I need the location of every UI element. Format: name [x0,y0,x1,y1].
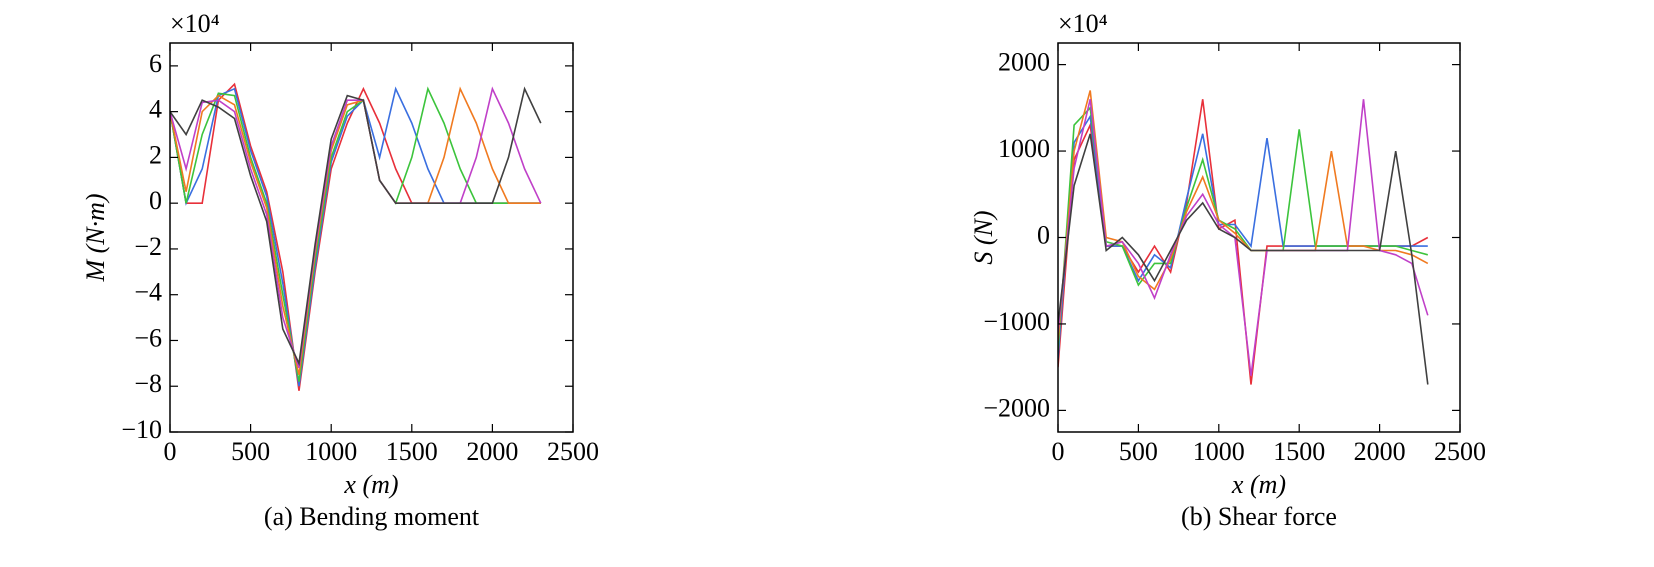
x-tick-label: 2500 [547,437,599,466]
x-tick-label: 2000 [466,437,518,466]
x-tick-label: 0 [164,437,177,466]
data-line [170,86,541,387]
x-tick-label: 0 [1052,437,1065,466]
x-axis-label: x (m) [1231,470,1286,499]
y-multiplier: ×10⁴ [1058,9,1108,38]
y-tick-label: −2 [134,232,162,261]
chart-caption: (a) Bending moment [264,502,480,531]
plot [1058,90,1429,385]
x-tick-label: 2000 [1354,437,1406,466]
x-tick-label: 2500 [1434,437,1486,466]
y-tick-label: 6 [149,49,162,78]
y-multiplier: ×10⁴ [170,9,220,38]
x-tick-label: 1000 [305,437,357,466]
y-tick-label: 1000 [998,134,1050,163]
y-tick-label: −6 [134,323,162,352]
y-tick-label: −8 [134,369,162,398]
plot-frame [169,42,574,433]
data-line [1058,114,1428,359]
x-tick-label: 500 [1119,437,1158,466]
y-tick-label: 4 [149,95,162,124]
x-tick-label: 1500 [386,437,438,466]
y-axis-label: M (N·m) [81,193,110,282]
x-axis-label: x (m) [343,470,398,499]
x-tick-label: 1500 [1273,437,1325,466]
data-line [1058,99,1429,376]
y-tick-label: 0 [149,186,162,215]
data-line [1058,105,1429,350]
data-line [170,86,541,375]
chart-caption: (b) Shear force [1181,502,1337,531]
data-line [170,86,541,382]
data-line [170,86,542,369]
data-line [170,82,541,391]
x-tick-label: 1000 [1193,437,1245,466]
data-line [1058,90,1429,342]
y-tick-label: 0 [1037,220,1050,249]
y-tick-label: −10 [121,415,162,444]
y-tick-label: −2000 [983,393,1050,422]
plot-frame [1057,42,1461,433]
y-axis-label: S (N) [969,210,998,264]
plot [170,82,542,391]
data-line [1058,133,1429,385]
y-tick-label: 2 [149,140,162,169]
data-line [170,86,542,367]
y-tick-label: −1000 [983,307,1050,336]
x-tick-label: 500 [231,437,270,466]
y-tick-label: 2000 [998,48,1050,77]
y-tick-label: −4 [134,278,162,307]
